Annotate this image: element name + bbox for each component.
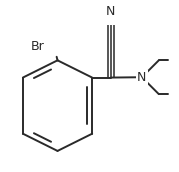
Text: Br: Br [31,40,45,53]
Text: N: N [137,71,147,84]
Text: N: N [106,5,115,18]
